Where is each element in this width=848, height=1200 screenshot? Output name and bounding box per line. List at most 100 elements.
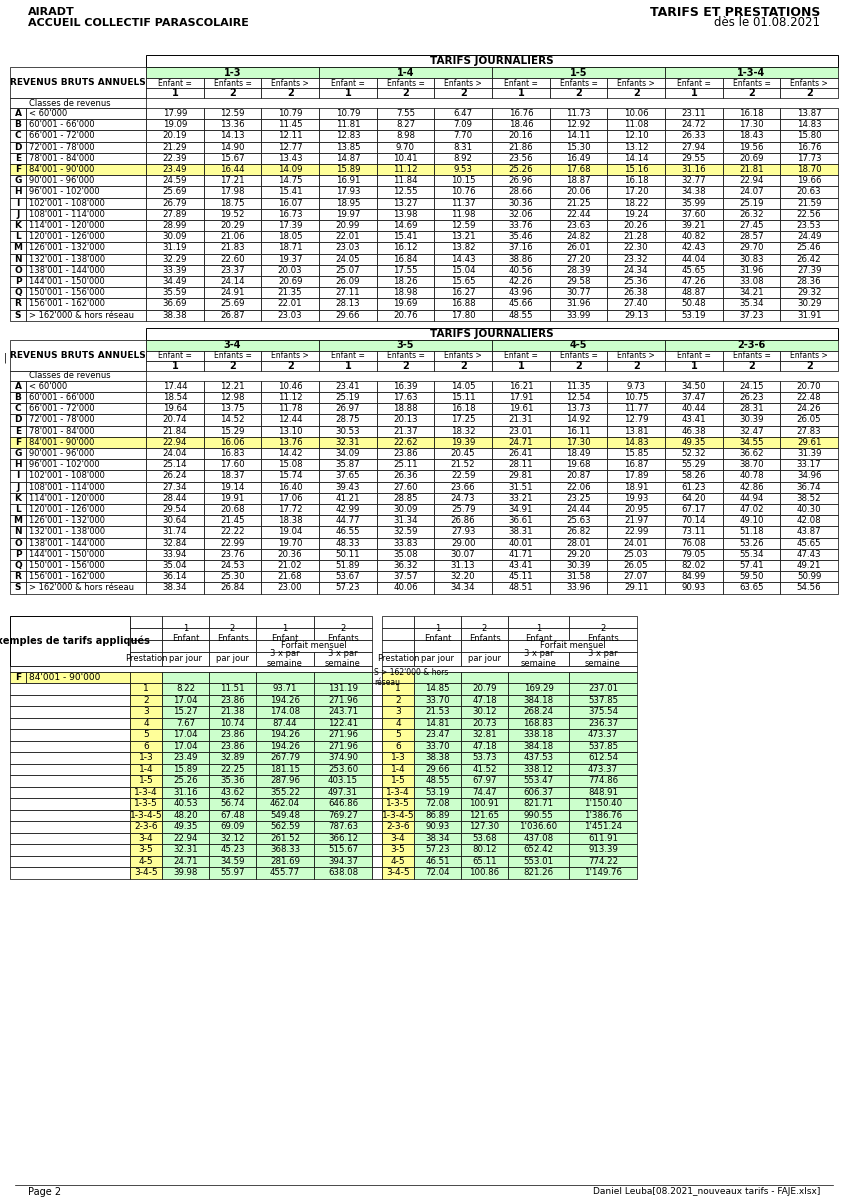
Text: 33.21: 33.21 bbox=[509, 494, 533, 503]
Bar bbox=[261, 287, 319, 299]
Bar bbox=[256, 856, 314, 868]
Bar bbox=[146, 253, 204, 265]
Text: 8.98: 8.98 bbox=[396, 132, 415, 140]
Bar bbox=[722, 392, 780, 403]
Text: 20.03: 20.03 bbox=[278, 266, 303, 275]
Text: K: K bbox=[14, 221, 21, 230]
Bar bbox=[665, 527, 722, 538]
Bar bbox=[461, 752, 508, 763]
Text: 29.32: 29.32 bbox=[797, 288, 822, 298]
Bar bbox=[665, 493, 722, 504]
Text: 17.06: 17.06 bbox=[278, 494, 303, 503]
Bar bbox=[607, 361, 665, 371]
Bar bbox=[492, 548, 550, 560]
Bar bbox=[492, 582, 550, 594]
Bar bbox=[26, 164, 146, 175]
Text: 19.70: 19.70 bbox=[278, 539, 303, 547]
Bar bbox=[261, 504, 319, 515]
Bar bbox=[508, 730, 569, 740]
Text: 20.95: 20.95 bbox=[624, 505, 649, 514]
Bar bbox=[204, 108, 261, 119]
Bar bbox=[10, 470, 26, 481]
Text: 23.41: 23.41 bbox=[336, 382, 360, 391]
Bar bbox=[256, 706, 314, 718]
Bar bbox=[26, 232, 146, 242]
Bar bbox=[146, 108, 204, 119]
Bar bbox=[607, 481, 665, 493]
Text: 24.34: 24.34 bbox=[624, 266, 649, 275]
Text: 47.18: 47.18 bbox=[472, 742, 497, 751]
Text: 34.49: 34.49 bbox=[163, 277, 187, 286]
Text: 18.43: 18.43 bbox=[739, 132, 764, 140]
Bar bbox=[10, 152, 26, 164]
Bar bbox=[204, 437, 261, 448]
Bar bbox=[550, 560, 607, 571]
Bar bbox=[665, 142, 722, 152]
Text: |: | bbox=[3, 353, 7, 364]
Text: 1: 1 bbox=[395, 684, 401, 694]
Bar bbox=[261, 493, 319, 504]
Text: 13.12: 13.12 bbox=[624, 143, 649, 151]
Text: 24.05: 24.05 bbox=[336, 254, 360, 264]
Bar bbox=[10, 119, 26, 131]
Text: > 162'000 & hors réseau: > 162'000 & hors réseau bbox=[29, 311, 134, 319]
Bar bbox=[146, 265, 204, 276]
Bar bbox=[162, 856, 209, 868]
Bar bbox=[780, 403, 838, 414]
Bar bbox=[10, 695, 130, 706]
Bar bbox=[204, 361, 261, 371]
Text: 1-3-4: 1-3-4 bbox=[134, 788, 158, 797]
Text: 181.15: 181.15 bbox=[270, 764, 300, 774]
Text: N: N bbox=[14, 254, 22, 264]
Text: 25.11: 25.11 bbox=[393, 461, 418, 469]
Text: 30.64: 30.64 bbox=[163, 516, 187, 526]
Bar bbox=[607, 253, 665, 265]
Text: 28.11: 28.11 bbox=[509, 461, 533, 469]
Bar bbox=[162, 821, 209, 833]
Text: 13.73: 13.73 bbox=[566, 404, 591, 413]
Text: 31.51: 31.51 bbox=[509, 482, 533, 492]
Text: 17.44: 17.44 bbox=[163, 382, 187, 391]
Text: 37.60: 37.60 bbox=[682, 210, 706, 218]
Bar bbox=[607, 232, 665, 242]
Bar bbox=[550, 481, 607, 493]
Text: 14.52: 14.52 bbox=[220, 415, 245, 425]
Text: > 162'000 & hors réseau: > 162'000 & hors réseau bbox=[29, 583, 134, 593]
Text: 22.94: 22.94 bbox=[739, 176, 764, 185]
Text: 32.84: 32.84 bbox=[163, 539, 187, 547]
Text: Enfants =: Enfants = bbox=[560, 78, 598, 88]
Text: 19.64: 19.64 bbox=[163, 404, 187, 413]
Bar bbox=[26, 470, 146, 481]
Text: 90'001 - 96'000: 90'001 - 96'000 bbox=[29, 176, 94, 185]
Text: 1-3-4-5: 1-3-4-5 bbox=[130, 811, 162, 820]
Bar bbox=[377, 582, 434, 594]
Bar bbox=[204, 175, 261, 186]
Bar bbox=[261, 152, 319, 164]
Text: 33.17: 33.17 bbox=[797, 461, 822, 469]
Text: 50.99: 50.99 bbox=[797, 572, 822, 581]
Text: 31.74: 31.74 bbox=[163, 528, 187, 536]
Text: 37.16: 37.16 bbox=[509, 244, 533, 252]
Text: 8.22: 8.22 bbox=[176, 684, 195, 694]
Text: 16.11: 16.11 bbox=[566, 427, 591, 436]
Bar bbox=[26, 460, 146, 470]
Text: 44.04: 44.04 bbox=[682, 254, 706, 264]
Bar bbox=[256, 616, 314, 628]
Text: 47.43: 47.43 bbox=[797, 550, 822, 559]
Text: 73.11: 73.11 bbox=[682, 528, 706, 536]
Bar bbox=[261, 186, 319, 198]
Bar bbox=[146, 175, 204, 186]
Bar bbox=[722, 571, 780, 582]
Bar bbox=[665, 232, 722, 242]
Bar bbox=[372, 810, 382, 821]
Bar bbox=[209, 833, 256, 844]
Text: 32.77: 32.77 bbox=[682, 176, 706, 185]
Text: 35.04: 35.04 bbox=[163, 562, 187, 570]
Bar bbox=[10, 538, 26, 548]
Text: 60'001 - 66'000: 60'001 - 66'000 bbox=[29, 120, 95, 130]
Bar bbox=[550, 448, 607, 460]
Text: 7.55: 7.55 bbox=[396, 109, 415, 118]
Text: 36.61: 36.61 bbox=[509, 516, 533, 526]
Bar bbox=[607, 426, 665, 437]
Bar bbox=[665, 460, 722, 470]
